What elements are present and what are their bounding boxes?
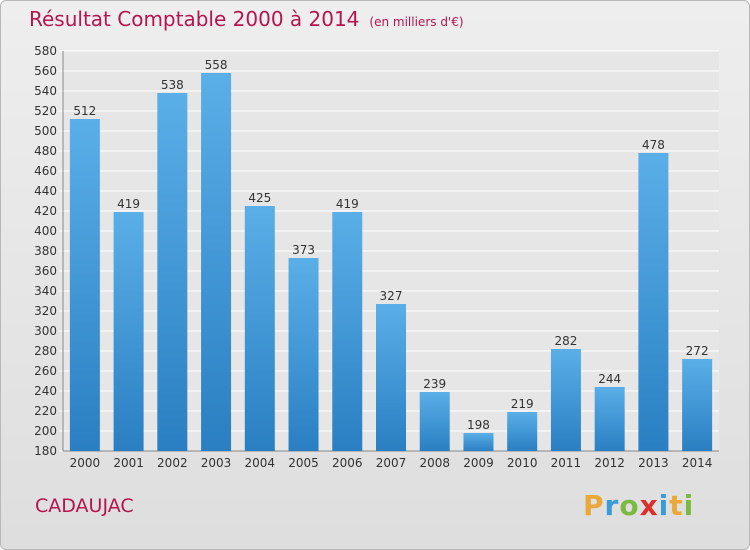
- logo-letter: t: [669, 489, 684, 522]
- logo-letter: P: [583, 489, 605, 522]
- y-tick-label: 500: [34, 124, 57, 138]
- logo-letter: x: [639, 489, 659, 522]
- y-tick-label: 300: [34, 324, 57, 338]
- bar: [201, 73, 232, 451]
- logo-letter: i: [683, 489, 695, 522]
- x-tick-label: 2010: [507, 456, 538, 470]
- bar: [376, 304, 406, 451]
- bar: [463, 433, 494, 451]
- y-tick-label: 380: [34, 244, 57, 258]
- y-tick-label: 420: [34, 204, 57, 218]
- data-label: 272: [686, 344, 709, 358]
- y-tick-label: 460: [34, 164, 57, 178]
- data-label: 244: [598, 372, 621, 386]
- y-tick-label: 260: [34, 364, 57, 378]
- data-label: 425: [248, 191, 271, 205]
- x-tick-label: 2011: [551, 456, 582, 470]
- bar: [550, 349, 581, 451]
- data-label: 327: [380, 289, 403, 303]
- y-tick-label: 200: [34, 424, 57, 438]
- x-tick-label: 2009: [463, 456, 494, 470]
- bar: [682, 359, 713, 451]
- logo-letter: i: [658, 489, 670, 522]
- data-label: 282: [554, 334, 577, 348]
- data-label: 419: [117, 197, 140, 211]
- x-tick-label: 2000: [70, 456, 101, 470]
- y-tick-label: 520: [34, 104, 57, 118]
- bar: [157, 93, 188, 451]
- y-tick-label: 180: [34, 444, 57, 458]
- x-tick-label: 2012: [594, 456, 625, 470]
- data-label: 538: [161, 78, 184, 92]
- x-tick-label: 2004: [245, 456, 276, 470]
- bar: [288, 258, 319, 451]
- y-tick-label: 580: [34, 44, 57, 58]
- bar: [419, 392, 450, 451]
- y-tick-label: 320: [34, 304, 57, 318]
- bar: [594, 387, 625, 451]
- data-label: 419: [336, 197, 359, 211]
- bar: [69, 119, 100, 451]
- x-tick-label: 2008: [419, 456, 450, 470]
- x-tick-label: 2002: [157, 456, 188, 470]
- bar: [332, 212, 363, 451]
- bar: [638, 153, 669, 451]
- y-tick-label: 480: [34, 144, 57, 158]
- proxiti-logo: Proxiti: [583, 489, 694, 522]
- bar: [244, 206, 275, 451]
- title-text: Résultat Comptable 2000 à 2014: [29, 7, 360, 31]
- bar: [507, 412, 538, 451]
- y-tick-label: 560: [34, 64, 57, 78]
- data-label: 198: [467, 418, 490, 432]
- logo-letter: o: [619, 489, 640, 522]
- unit-note: (en milliers d'€): [369, 15, 464, 29]
- commune-name: CADAUJAC: [35, 495, 134, 517]
- chart-title: Résultat Comptable 2000 à 2014 (en millie…: [29, 7, 464, 31]
- y-tick-label: 340: [34, 284, 57, 298]
- y-tick-label: 360: [34, 264, 57, 278]
- x-tick-label: 2001: [113, 456, 144, 470]
- data-label: 558: [205, 58, 228, 72]
- x-tick-label: 2003: [201, 456, 232, 470]
- x-tick-label: 2005: [288, 456, 319, 470]
- y-tick-label: 400: [34, 224, 57, 238]
- y-tick-label: 280: [34, 344, 57, 358]
- bar: [113, 212, 144, 451]
- data-label: 478: [642, 138, 665, 152]
- y-tick-label: 540: [34, 84, 57, 98]
- x-tick-label: 2007: [376, 456, 407, 470]
- x-tick-label: 2014: [682, 456, 713, 470]
- data-label: 219: [511, 397, 534, 411]
- data-label: 373: [292, 243, 315, 257]
- x-tick-label: 2006: [332, 456, 363, 470]
- y-tick-label: 240: [34, 384, 57, 398]
- x-tick-label: 2013: [638, 456, 669, 470]
- y-tick-label: 220: [34, 404, 57, 418]
- data-label: 512: [73, 104, 96, 118]
- logo-letter: r: [604, 489, 620, 522]
- data-label: 239: [423, 377, 446, 391]
- y-tick-label: 440: [34, 184, 57, 198]
